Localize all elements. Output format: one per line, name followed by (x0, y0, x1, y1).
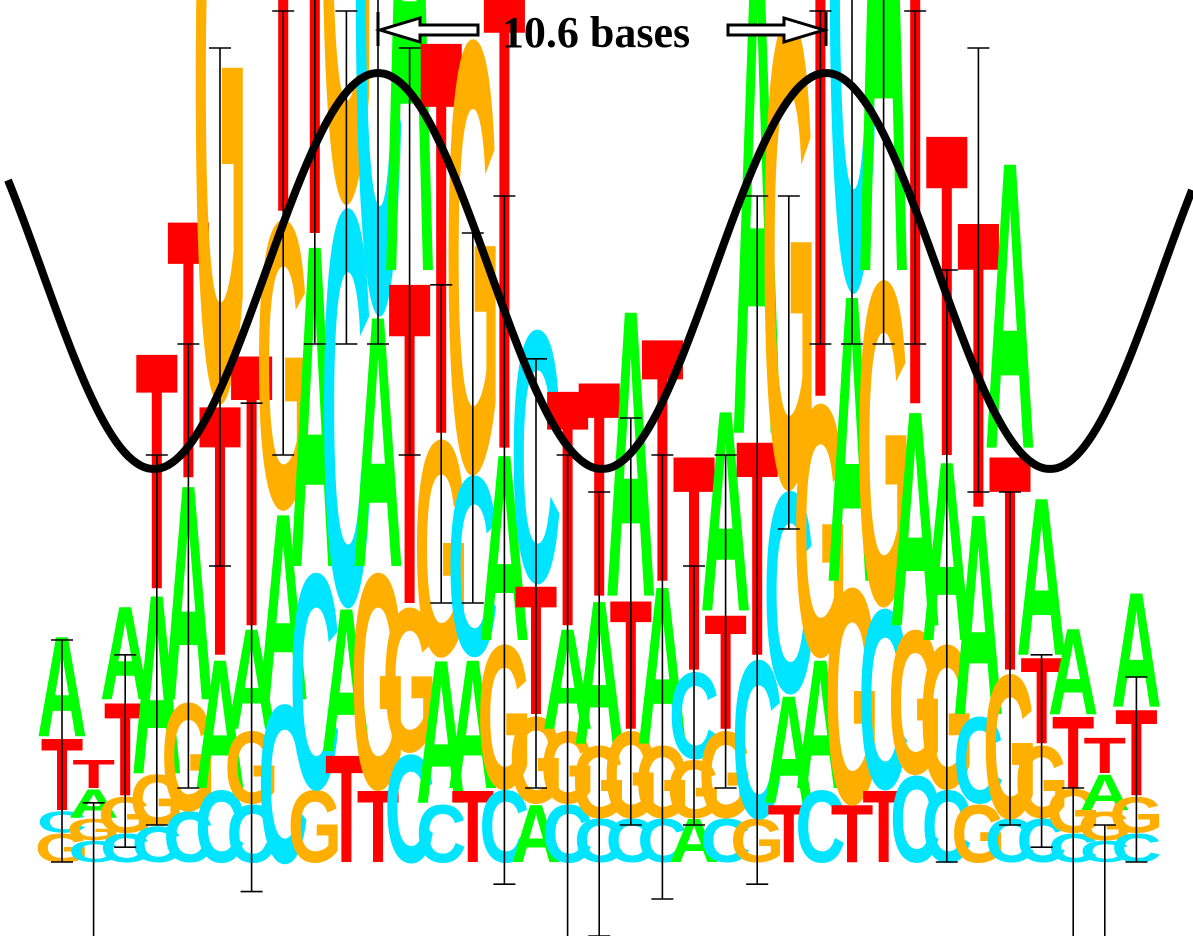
error-bar (367, 0, 389, 345)
logo-letter-t: T (357, 768, 400, 884)
period-label: 10.6 bases (502, 8, 690, 57)
logo-letter-c: C (258, 659, 308, 910)
error-bar (145, 454, 168, 826)
error-bar (335, 10, 358, 345)
logo-letter-c: C (953, 692, 1003, 830)
logo-letter-a: A (511, 789, 561, 881)
logo-letter-t: T (831, 789, 874, 881)
error-bar (809, 10, 832, 345)
error-bar (1093, 824, 1116, 936)
error-bar (683, 565, 705, 826)
error-bar (1125, 676, 1148, 863)
error-bar (525, 357, 547, 789)
logo-letter-a: A (1080, 764, 1130, 821)
error-bar (430, 283, 453, 604)
logo-letter-t: T (452, 768, 495, 884)
logo-letter-a: A (795, 620, 845, 828)
logo-letter-c: C (384, 724, 434, 895)
error-bar (82, 801, 105, 936)
logo-letter-t: T (768, 789, 811, 881)
error-bar (967, 47, 990, 493)
logo-letter-c: C (700, 806, 750, 875)
error-bar (841, 0, 863, 345)
logo-letter-a: A (321, 565, 371, 795)
error-bar (588, 491, 611, 936)
logo-letter-c: C (163, 798, 213, 878)
period-annotation: 10.6 bases (374, 8, 830, 57)
logo-letter-c: C (290, 511, 340, 854)
logo-letter-a: A (1048, 603, 1098, 741)
logo-letter-a: A (890, 348, 940, 691)
logo-letter-t: T (325, 724, 368, 895)
error-bar (619, 417, 642, 826)
error-bar (114, 653, 137, 849)
logo-letter-g: G (951, 789, 1005, 881)
error-bar (904, 10, 927, 345)
logo-letter-c: C (416, 789, 466, 881)
error-bars (51, 0, 1148, 936)
logo-letter-a: A (953, 454, 1003, 776)
logo-letter-g: G (793, 329, 847, 732)
helical-periodicity-sine-curve (4, 69, 1193, 473)
error-bar (651, 454, 674, 900)
left-arrow-icon (374, 15, 480, 45)
error-bar (1030, 653, 1053, 849)
error-bar (398, 47, 421, 456)
error-bar (746, 195, 769, 886)
logo-letter-a: A (416, 617, 466, 847)
error-bar (303, 0, 326, 345)
right-arrow-icon (726, 15, 830, 45)
logo-letter-t: T (72, 751, 115, 797)
logo-letter-g: G (825, 526, 879, 869)
error-bar (714, 454, 737, 789)
error-bar (872, 0, 895, 345)
logo-letter-c: C (195, 768, 245, 884)
logo-letter-a: A (448, 620, 498, 828)
error-bar (240, 402, 263, 893)
logo-letter-t: T (862, 768, 905, 884)
logo-letter-a: A (195, 620, 245, 828)
logo-letter-t: T (1084, 727, 1127, 784)
logo-letter-c: C (858, 556, 908, 843)
error-bar (209, 47, 231, 567)
error-bar (177, 343, 200, 789)
logo-letter-g: G (382, 565, 436, 795)
logo-letter-g: G (351, 511, 405, 854)
error-bar (1062, 787, 1085, 936)
error-bar (51, 639, 73, 863)
logo-letter-c: C (890, 751, 940, 889)
error-bar (999, 491, 1021, 826)
error-bar (777, 195, 800, 530)
logo-letter-a: A (258, 458, 308, 756)
logo-letter-a: A (764, 665, 814, 836)
logo-letter-c: C (795, 768, 845, 884)
logo-letter-g: G (888, 587, 942, 817)
logo-letter-g: G (288, 768, 342, 884)
